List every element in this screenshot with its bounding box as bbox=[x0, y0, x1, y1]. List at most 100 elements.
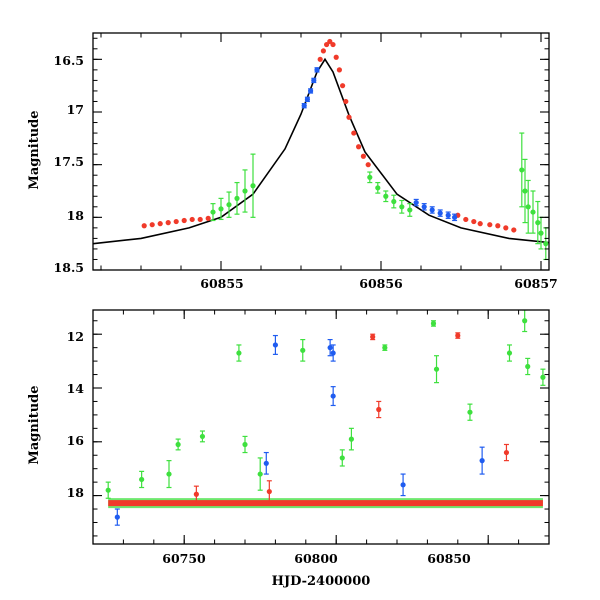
data-point-green bbox=[430, 320, 437, 327]
data-point-red bbox=[343, 98, 349, 105]
data-point-red bbox=[266, 488, 272, 495]
data-point-green bbox=[339, 455, 345, 461]
data-point-red bbox=[173, 218, 179, 225]
data-point-green bbox=[210, 209, 216, 215]
data-point-blue bbox=[314, 67, 320, 73]
y-tick-label: 16.5 bbox=[54, 53, 84, 68]
data-point-red bbox=[346, 114, 352, 120]
data-point-blue bbox=[437, 210, 443, 216]
data-point-green bbox=[383, 193, 389, 199]
data-point-green bbox=[506, 350, 513, 356]
data-point-green bbox=[250, 183, 256, 189]
data-point-red bbox=[181, 217, 187, 224]
full-light-curve-panel: 60750 60800 60850 12 14 16 18 Magnitude … bbox=[27, 309, 550, 589]
y-tick-label: 18.5 bbox=[54, 260, 84, 275]
plot-frame bbox=[92, 32, 550, 271]
data-points-layer bbox=[105, 310, 546, 526]
data-point-green bbox=[226, 202, 232, 208]
model-curve bbox=[93, 57, 549, 245]
data-point-green bbox=[166, 471, 172, 477]
data-point-green bbox=[525, 363, 531, 370]
data-point-green bbox=[175, 441, 181, 448]
data-point-red bbox=[511, 227, 517, 233]
y-tick-label: 18 bbox=[67, 485, 85, 500]
data-point-green bbox=[257, 471, 263, 477]
data-point-green bbox=[538, 230, 544, 236]
x-tick-label: 60857 bbox=[514, 276, 558, 291]
data-point-red bbox=[336, 67, 342, 73]
data-point-red bbox=[189, 216, 195, 223]
data-point-green bbox=[382, 345, 388, 351]
data-point-red bbox=[376, 406, 382, 413]
baseline-band bbox=[108, 500, 543, 507]
data-point-green bbox=[242, 441, 248, 448]
data-point-blue bbox=[452, 214, 458, 220]
data-point-blue bbox=[114, 514, 120, 520]
data-point-green bbox=[433, 366, 440, 372]
data-point-green bbox=[375, 185, 381, 191]
data-point-green bbox=[234, 195, 240, 201]
data-point-red bbox=[149, 222, 155, 228]
y-axis-title: Magnitude bbox=[27, 385, 42, 464]
data-point-red bbox=[141, 223, 147, 229]
data-point-red bbox=[471, 218, 477, 225]
data-point-red bbox=[495, 223, 501, 229]
model-curve-layer bbox=[93, 57, 549, 245]
data-point-green bbox=[218, 206, 224, 212]
axis-ticks bbox=[92, 310, 550, 544]
data-point-red bbox=[351, 130, 357, 136]
data-point-red bbox=[463, 216, 469, 223]
axis-ticks bbox=[93, 33, 549, 271]
data-point-red bbox=[205, 215, 211, 221]
data-point-green bbox=[300, 347, 306, 353]
data-point-red bbox=[330, 41, 336, 48]
x-tick-label: 60800 bbox=[294, 551, 338, 566]
data-point-green bbox=[139, 476, 145, 483]
y-tick-label: 17 bbox=[67, 102, 84, 117]
data-point-green bbox=[535, 220, 541, 226]
data-point-red bbox=[340, 83, 346, 89]
data-point-green bbox=[399, 204, 405, 210]
y-tick-label: 14 bbox=[67, 381, 85, 396]
data-point-green bbox=[525, 204, 531, 210]
data-point-blue bbox=[327, 345, 333, 351]
data-point-red bbox=[165, 220, 171, 226]
data-point-green bbox=[543, 241, 549, 247]
data-point-red bbox=[193, 491, 199, 497]
data-point-blue bbox=[421, 204, 427, 210]
x-tick-label: 60855 bbox=[200, 276, 244, 291]
zoomed-light-curve-panel: 60855 60856 60857 16.5 17 17.5 18 18.5 M… bbox=[27, 32, 558, 291]
data-point-red bbox=[503, 225, 509, 231]
data-point-green bbox=[540, 374, 546, 380]
data-point-blue bbox=[479, 458, 485, 464]
data-point-green bbox=[367, 174, 373, 180]
data-point-green bbox=[522, 318, 528, 324]
x-tick-label: 60750 bbox=[162, 551, 206, 566]
data-point-red bbox=[327, 38, 333, 45]
data-point-red bbox=[365, 162, 371, 168]
data-point-green bbox=[391, 198, 397, 205]
data-point-blue bbox=[330, 350, 336, 356]
data-point-red bbox=[455, 332, 461, 339]
data-point-green bbox=[199, 433, 206, 440]
y-tick-label: 18 bbox=[67, 208, 85, 223]
data-point-red bbox=[317, 56, 323, 62]
data-point-red bbox=[370, 334, 376, 340]
data-point-green bbox=[242, 188, 248, 194]
data-point-red bbox=[320, 48, 326, 54]
data-point-red bbox=[487, 222, 493, 228]
data-point-green bbox=[105, 487, 111, 493]
y-tick-label: 12 bbox=[67, 329, 84, 344]
data-point-blue bbox=[330, 393, 336, 399]
data-point-blue bbox=[304, 96, 310, 102]
data-point-green bbox=[236, 350, 242, 356]
data-point-blue bbox=[400, 482, 406, 488]
data-point-red bbox=[324, 41, 330, 48]
data-point-red bbox=[197, 216, 203, 223]
plot-frame bbox=[92, 309, 550, 545]
data-point-blue bbox=[263, 460, 269, 466]
data-point-blue bbox=[413, 199, 419, 206]
data-point-red bbox=[356, 144, 362, 150]
data-point-green bbox=[407, 207, 413, 213]
